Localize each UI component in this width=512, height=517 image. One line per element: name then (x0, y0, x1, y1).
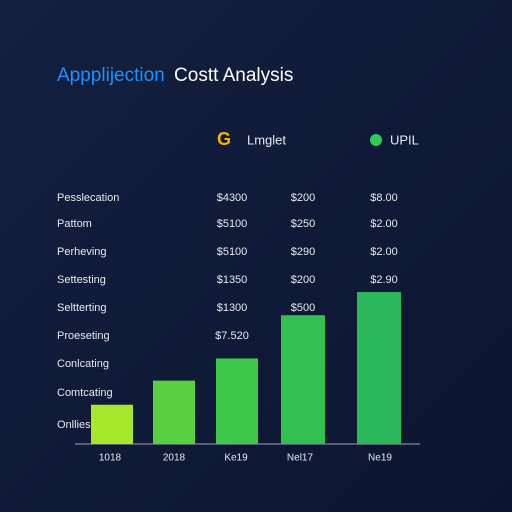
row-label: Onllies (57, 419, 91, 431)
row-label: Comtcating (57, 387, 113, 399)
bar (357, 292, 401, 444)
table-value: $1300 (217, 302, 248, 314)
title-rest: Costt Analysis (174, 65, 293, 86)
x-tick-label: Ke19 (224, 453, 248, 464)
table-value: $7.520 (215, 330, 249, 342)
row-label: Seltterting (57, 302, 107, 314)
table-value: $2.90 (370, 274, 398, 286)
legend-dot (370, 134, 382, 146)
bar (153, 380, 195, 444)
chart-title: Appplijection Costt Analysis (57, 65, 293, 86)
title-accent: Appplijection (57, 65, 165, 86)
bar (281, 315, 325, 444)
row-label: Settesting (57, 274, 106, 286)
row-label: Proeseting (57, 330, 110, 342)
x-tick-label: Nel17 (287, 453, 314, 464)
bar (91, 404, 133, 444)
table-value: $4300 (217, 192, 248, 204)
row-label: Pattom (57, 218, 92, 230)
row-label: Perheving (57, 246, 107, 258)
table-value: $200 (291, 192, 315, 204)
table-value: $250 (291, 218, 315, 230)
legend-label: Lmglet (247, 132, 286, 147)
table-value: $5100 (217, 246, 248, 258)
table-value: $5100 (217, 218, 248, 230)
bar (216, 358, 258, 444)
table-value: $290 (291, 246, 315, 258)
x-tick-label: Ne19 (368, 453, 392, 464)
table-value: $2.00 (370, 246, 398, 258)
x-tick-label: 1018 (99, 453, 122, 464)
table-value: $500 (291, 302, 315, 314)
table-value: $200 (291, 274, 315, 286)
x-tick-label: 2018 (163, 453, 186, 464)
row-label: Pesslecation (57, 192, 119, 204)
legend-icon: G (217, 129, 231, 149)
table-value: $8.00 (370, 192, 398, 204)
legend-label: UPIL (390, 132, 419, 147)
row-label: Conlcating (57, 358, 109, 370)
table-value: $1350 (217, 274, 248, 286)
table-value: $2.00 (370, 218, 398, 230)
